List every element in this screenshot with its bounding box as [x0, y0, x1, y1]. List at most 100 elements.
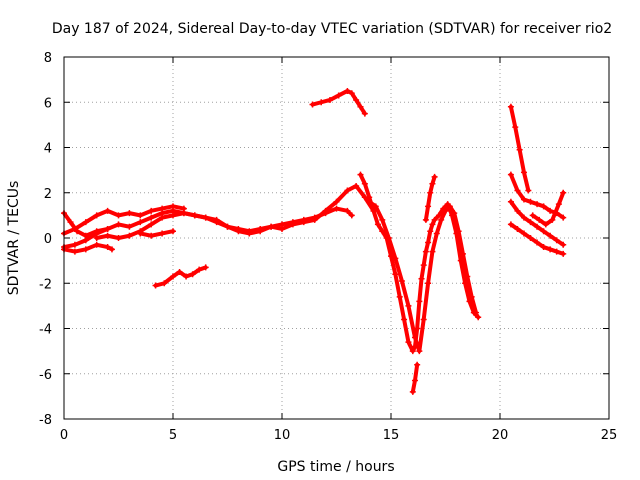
data-point-marker — [224, 223, 231, 230]
data-point-marker — [148, 221, 155, 228]
data-point-marker — [104, 244, 111, 251]
data-point-marker — [527, 219, 534, 226]
series-arc-17 — [529, 189, 567, 228]
data-point-marker — [353, 182, 360, 189]
data-point-marker — [529, 212, 536, 219]
data-point-marker — [473, 309, 480, 316]
data-point-marker — [309, 101, 316, 108]
data-point-marker — [333, 205, 340, 212]
data-point-marker — [560, 241, 567, 248]
data-point-marker — [418, 275, 425, 282]
data-point-marker — [137, 212, 144, 219]
series-arc-11 — [409, 361, 421, 395]
data-point-marker — [370, 207, 377, 214]
data-point-marker — [357, 171, 364, 178]
y-tick-label: 8 — [44, 51, 52, 66]
data-point-marker — [379, 216, 386, 223]
data-point-marker — [401, 316, 408, 323]
data-point-marker — [357, 103, 364, 110]
data-point-marker — [422, 248, 429, 255]
data-point-marker — [555, 201, 562, 208]
data-point-marker — [438, 216, 445, 223]
data-point-marker — [176, 268, 183, 275]
data-point-marker — [189, 271, 196, 278]
data-point-marker — [507, 171, 514, 178]
data-point-marker — [411, 377, 418, 384]
data-point-marker — [202, 264, 209, 271]
data-point-marker — [300, 216, 307, 223]
axis-ticks: 0 5 10 15 20 25 -8 -6 -4 -2 0 2 4 6 8 — [39, 51, 617, 443]
data-point-marker — [507, 103, 514, 110]
data-point-marker — [170, 273, 176, 280]
x-axis-label: GPS time / hours — [277, 459, 394, 475]
data-point-marker — [425, 239, 432, 246]
data-point-marker — [431, 216, 438, 223]
data-point-marker — [311, 214, 318, 221]
data-point-marker — [126, 232, 133, 239]
data-point-marker — [159, 230, 166, 237]
data-point-marker — [405, 339, 412, 346]
data-point-marker — [82, 246, 89, 253]
data-point-marker — [152, 282, 159, 289]
data-series-group — [61, 87, 567, 395]
data-point-marker — [268, 223, 275, 230]
x-tick-label: 5 — [169, 428, 177, 443]
series-arc-13 — [507, 103, 532, 194]
data-point-marker — [353, 96, 360, 103]
data-point-marker — [416, 348, 423, 355]
data-point-marker — [372, 203, 379, 210]
data-point-marker — [507, 221, 514, 228]
data-point-marker — [435, 212, 442, 219]
x-tick-label: 15 — [383, 428, 400, 443]
data-point-marker — [137, 230, 144, 237]
data-point-marker — [425, 203, 432, 210]
series-arc-12 — [422, 173, 438, 223]
series-arc-1 — [61, 203, 187, 237]
data-point-marker — [409, 348, 416, 355]
data-point-marker — [326, 96, 333, 103]
data-point-marker — [335, 92, 342, 99]
data-point-marker — [527, 198, 534, 205]
data-point-marker — [459, 250, 466, 257]
y-tick-label: -6 — [39, 368, 52, 383]
series-arc-9 — [357, 171, 482, 355]
data-point-marker — [411, 334, 418, 341]
data-point-marker — [464, 273, 471, 280]
series-line — [138, 229, 175, 238]
x-tick-label: 25 — [601, 428, 618, 443]
data-point-marker — [191, 212, 198, 219]
data-point-marker — [115, 235, 122, 241]
data-point-marker — [126, 210, 133, 217]
data-point-marker — [392, 271, 399, 278]
data-point-marker — [507, 198, 514, 205]
data-point-marker — [183, 273, 190, 280]
data-point-marker — [213, 219, 220, 226]
data-point-marker — [108, 246, 115, 253]
data-point-marker — [431, 173, 438, 180]
data-point-marker — [520, 230, 527, 237]
data-point-marker — [425, 280, 432, 287]
data-point-marker — [196, 266, 203, 273]
data-point-marker — [475, 314, 482, 321]
data-point-marker — [289, 219, 296, 226]
data-point-marker — [547, 232, 554, 239]
data-point-marker — [414, 325, 421, 332]
y-tick-label: 4 — [44, 142, 52, 157]
data-point-marker — [279, 221, 285, 228]
data-point-marker — [451, 210, 458, 217]
data-point-marker — [71, 241, 78, 248]
data-point-marker — [429, 248, 436, 255]
data-point-marker — [170, 228, 176, 235]
data-point-marker — [361, 110, 368, 117]
data-point-marker — [374, 221, 381, 228]
data-point-marker — [520, 169, 527, 176]
data-point-marker — [126, 223, 133, 230]
data-point-marker — [525, 187, 532, 194]
series-arc-6 — [137, 228, 176, 239]
data-point-marker — [520, 196, 527, 203]
data-point-marker — [549, 216, 556, 223]
data-point-marker — [170, 212, 176, 219]
data-point-marker — [514, 187, 521, 194]
data-point-marker — [344, 87, 351, 94]
y-tick-label: -4 — [39, 323, 52, 338]
